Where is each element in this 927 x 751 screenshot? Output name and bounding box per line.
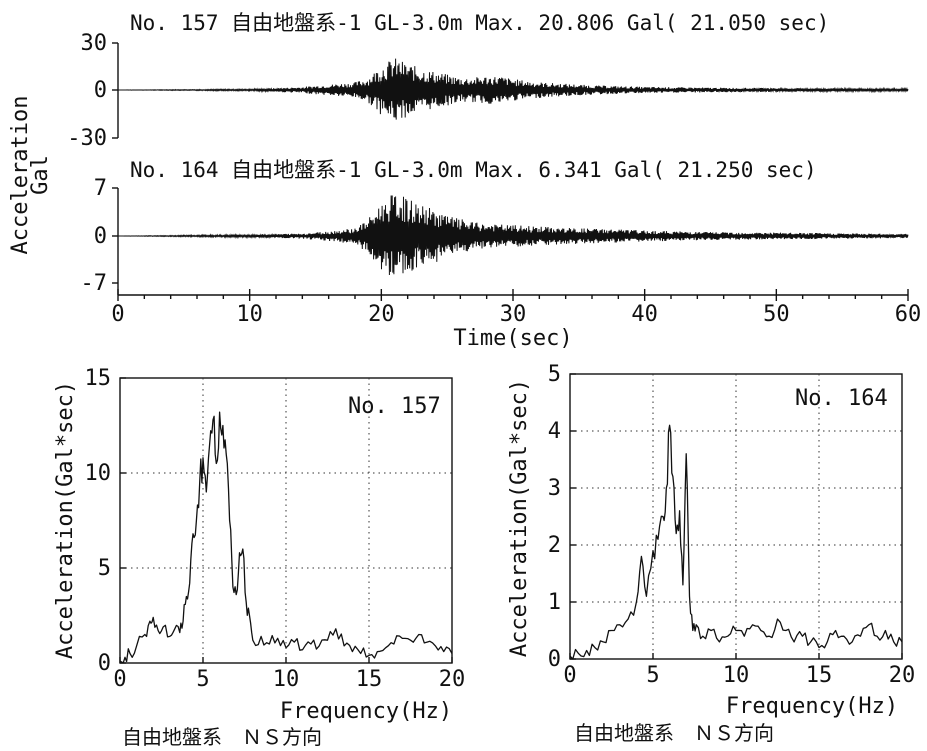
time-history-panel-157: No. 157 自由地盤系-1 GL-3.0m Max. 20.806 Gal(…: [67, 11, 909, 151]
y-tick-label: 0: [548, 647, 561, 672]
y-tick-label: 5: [548, 362, 561, 387]
y-tick-label: 2: [548, 533, 561, 558]
x-tick-label: 15: [356, 667, 383, 692]
time-axis-label: Time(sec): [453, 326, 572, 351]
svg-text:Gal: Gal: [28, 155, 53, 195]
svg-text:Acceleration: Acceleration: [8, 96, 33, 255]
axis-ticks-164: 0 5 10 15 20 0 1 2 3 4 5: [548, 362, 916, 688]
y-tick-label: 7: [94, 176, 107, 201]
axis-ticks-157: 0 5 10 15 20 0 5 10 15: [85, 366, 466, 692]
y-tick-label: 4: [548, 419, 561, 444]
panel-title-157: No. 157 自由地盤系-1 GL-3.0m Max. 20.806 Gal(…: [130, 11, 829, 35]
spectrum-line-157: [119, 411, 453, 664]
spectrum-line-164: [569, 424, 903, 660]
spectrum-panel-164: No. 164 0 5 10 15 20 0 1 2 3 4 5 Frequency(Hz) Acc…: [507, 362, 915, 745]
time-y-axis-label: Acceleration Gal: [8, 96, 53, 255]
y-tick-label: 15: [85, 366, 112, 391]
x-tick-label: 0: [563, 663, 576, 688]
caption-164: 自由地盤系 ＮＳ方向: [574, 721, 774, 745]
time-tick-label: 50: [763, 302, 790, 327]
acceleration-trace-164: [118, 195, 909, 276]
y-tick-label: 0: [94, 78, 107, 103]
x-tick-label: 20: [439, 667, 466, 692]
panel-label-164: No. 164: [795, 386, 888, 411]
y-tick-label: 0: [98, 651, 111, 676]
grid-164: [570, 374, 902, 659]
x-axis-label-157: Frequency(Hz): [280, 699, 452, 724]
time-tick-label: 20: [368, 302, 395, 327]
time-tick-label: 60: [895, 302, 922, 327]
time-tick-label: 30: [500, 302, 527, 327]
y-tick-label: 10: [85, 461, 112, 486]
x-tick-label: 5: [646, 663, 659, 688]
caption-157: 自由地盤系 ＮＳ方向: [122, 725, 322, 749]
time-history-panel-164: No. 164 自由地盤系-1 GL-3.0m Max. 6.341 Gal( …: [81, 158, 922, 351]
x-tick-label: 10: [273, 667, 300, 692]
panel-title-164: No. 164 自由地盤系-1 GL-3.0m Max. 6.341 Gal( …: [130, 158, 817, 182]
y-tick-label: 5: [98, 556, 111, 581]
time-axis-ticks: 0 10 20 30 40 50 60: [111, 289, 921, 327]
y-tick-label: 0: [94, 224, 107, 249]
x-tick-label: 20: [889, 663, 916, 688]
y-axis-label-164: Acceleration(Gal*sec): [507, 379, 532, 657]
panel-label-157: No. 157: [348, 394, 441, 419]
y-tick-label: 3: [548, 476, 561, 501]
x-tick-label: 15: [806, 663, 833, 688]
x-tick-label: 5: [196, 667, 209, 692]
y-axis-label-157: Acceleration(Gal*sec): [53, 381, 78, 659]
time-tick-label: 40: [631, 302, 658, 327]
time-tick-label: 10: [236, 302, 263, 327]
x-axis-label-164: Frequency(Hz): [726, 694, 898, 719]
y-tick-label: -30: [67, 126, 107, 151]
x-tick-label: 10: [723, 663, 750, 688]
y-tick-label: 1: [548, 590, 561, 615]
y-tick-label: 30: [81, 31, 108, 56]
y-tick-label: -7: [81, 271, 108, 296]
spectrum-panel-157: No. 157 0 5 10 15 20 0 5 10 15 Frequency(Hz) Acc…: [53, 366, 465, 749]
grid-157: [120, 378, 452, 663]
acceleration-trace-157: [118, 58, 909, 120]
x-tick-label: 0: [113, 667, 126, 692]
time-tick-label: 0: [111, 302, 124, 327]
